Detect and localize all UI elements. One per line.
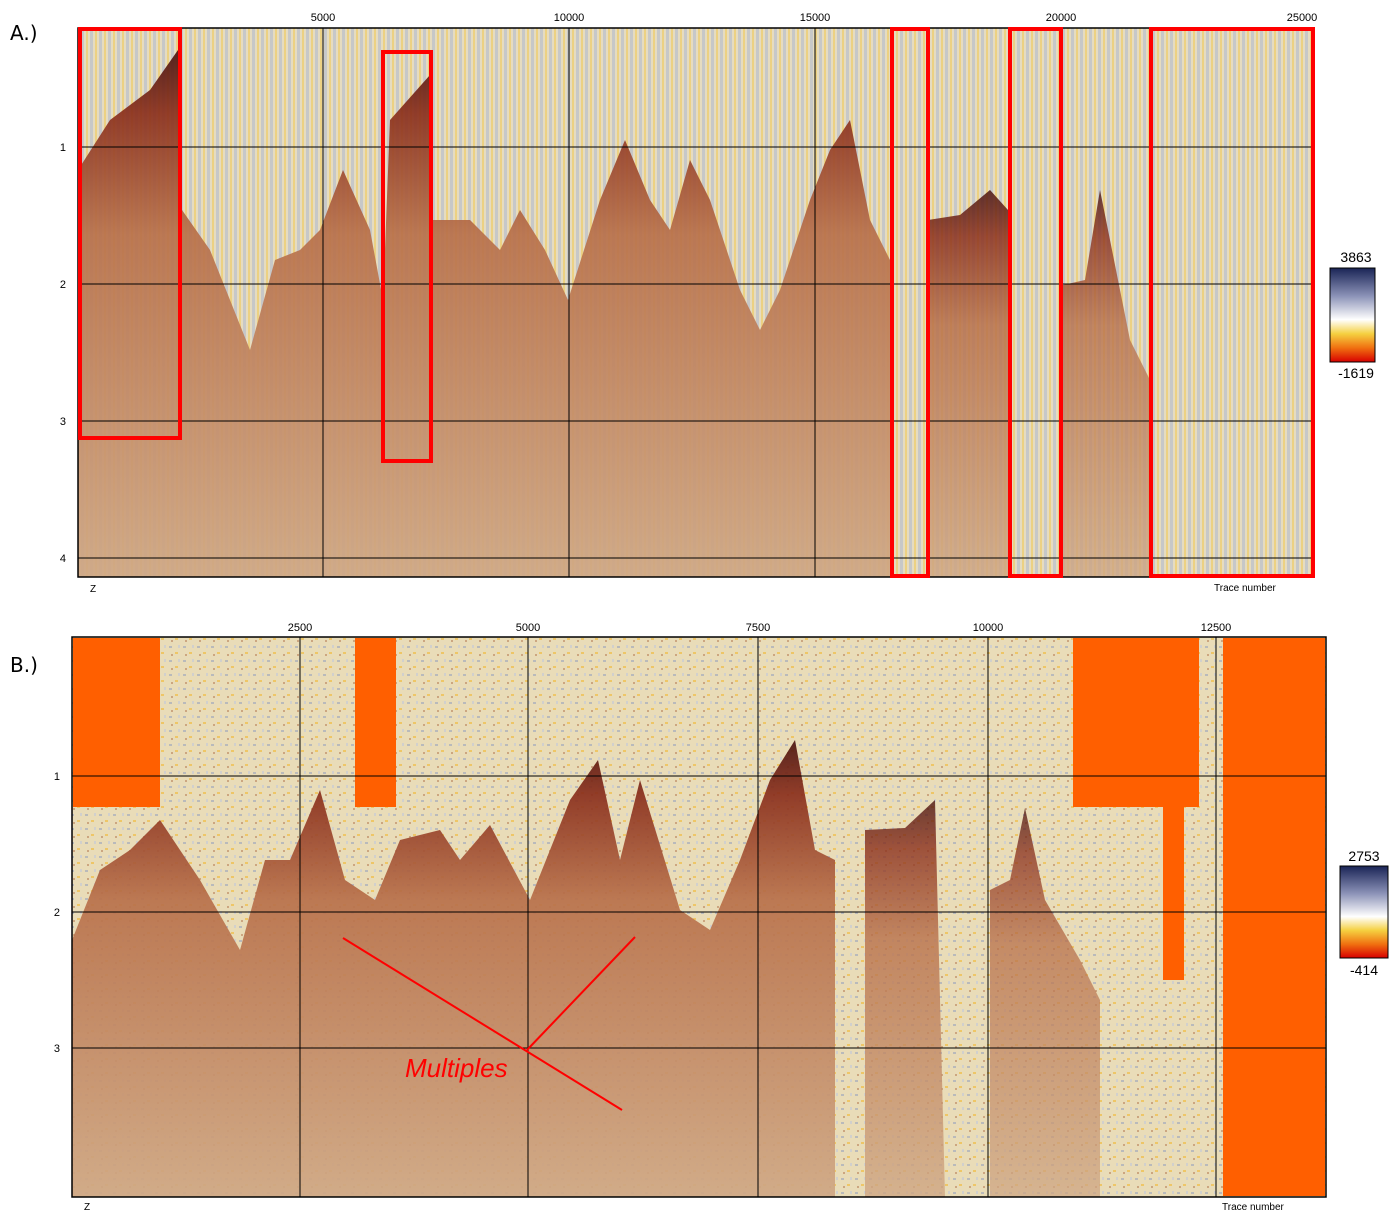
colorbar bbox=[1330, 268, 1375, 362]
x-tick-label: 10000 bbox=[973, 622, 1004, 634]
x-tick-label: 20000 bbox=[1046, 12, 1077, 24]
x-tick-label: 5000 bbox=[311, 12, 335, 24]
y-tick-label: 3 bbox=[54, 1043, 60, 1055]
page: {"panels": [ {"label": "A.)", "xticks": … bbox=[0, 0, 1397, 1213]
colorbar-min: -1619 bbox=[1338, 365, 1374, 381]
colorbar-max: 2753 bbox=[1348, 848, 1379, 864]
x-tick-label: 5000 bbox=[516, 622, 540, 634]
seismic-reflectors bbox=[928, 190, 1008, 577]
figure: A.) 5000 10000 15000 20000 25000 1 2 3 4… bbox=[0, 0, 1397, 1213]
colorbar-min: -414 bbox=[1350, 962, 1378, 978]
x-axis-label: Trace number bbox=[1222, 1202, 1285, 1213]
z-axis-label: Z bbox=[90, 584, 96, 595]
x-tick-label: 7500 bbox=[746, 622, 770, 634]
y-tick-label: 4 bbox=[60, 553, 66, 565]
panel-label: A.) bbox=[10, 21, 38, 45]
x-tick-label: 2500 bbox=[288, 622, 312, 634]
colorbar-max: 3863 bbox=[1340, 249, 1371, 265]
seismic-reflectors bbox=[865, 800, 945, 1197]
y-tick-label: 2 bbox=[54, 907, 60, 919]
annotation: Multiples bbox=[405, 1053, 508, 1083]
x-tick-label: 15000 bbox=[800, 12, 831, 24]
x-tick-label: 25000 bbox=[1287, 12, 1318, 24]
colorbar bbox=[1340, 866, 1388, 958]
y-tick-label: 1 bbox=[60, 142, 66, 154]
y-tick-label: 2 bbox=[60, 279, 66, 291]
x-tick-label: 12500 bbox=[1201, 622, 1232, 634]
y-tick-label: 1 bbox=[54, 771, 60, 783]
z-axis-label: Z bbox=[84, 1202, 90, 1213]
panel-label: B.) bbox=[10, 653, 38, 677]
x-tick-label: 10000 bbox=[554, 12, 585, 24]
y-tick-label: 3 bbox=[60, 416, 66, 428]
x-axis-label: Trace number bbox=[1214, 583, 1277, 594]
